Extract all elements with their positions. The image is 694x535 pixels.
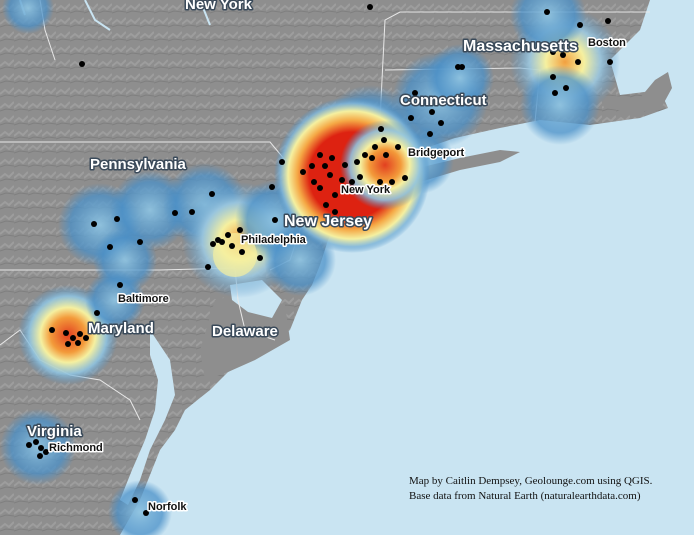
chesapeake-bay [120, 330, 175, 505]
map-credit: Map by Caitlin Dempsey, Geolounge.com us… [409, 474, 679, 504]
state-label-delaware: Delaware [212, 323, 278, 340]
cape-cod [600, 72, 672, 112]
city-label-bridgeport: Bridgeport [408, 147, 465, 159]
data-points [26, 4, 613, 516]
state-label-connecticut: Connecticut [400, 92, 487, 109]
city-label-richmond: Richmond [49, 442, 103, 454]
state-label-virginia: Virginia [27, 423, 82, 440]
city-label-new-york: New York [341, 184, 391, 196]
state-label-new-jersey: New Jersey [284, 213, 372, 230]
state-label-pennsylvania: Pennsylvania [90, 156, 187, 173]
city-label-boston: Boston [588, 37, 626, 49]
city-label-norfolk: Norfolk [148, 501, 187, 513]
state-label-massachusetts: Massachusetts [463, 38, 578, 55]
credit-line-1: Map by Caitlin Dempsey, Geolounge.com us… [409, 475, 653, 487]
city-label-philadelphia: Philadelphia [241, 234, 307, 246]
state-label-maryland: Maryland [88, 320, 154, 337]
city-label-baltimore: Baltimore [118, 293, 169, 305]
heatmap [0, 0, 620, 535]
state-label-new-york: New York [185, 0, 253, 13]
credit-line-2: Base data from Natural Earth (naturalear… [409, 490, 641, 502]
